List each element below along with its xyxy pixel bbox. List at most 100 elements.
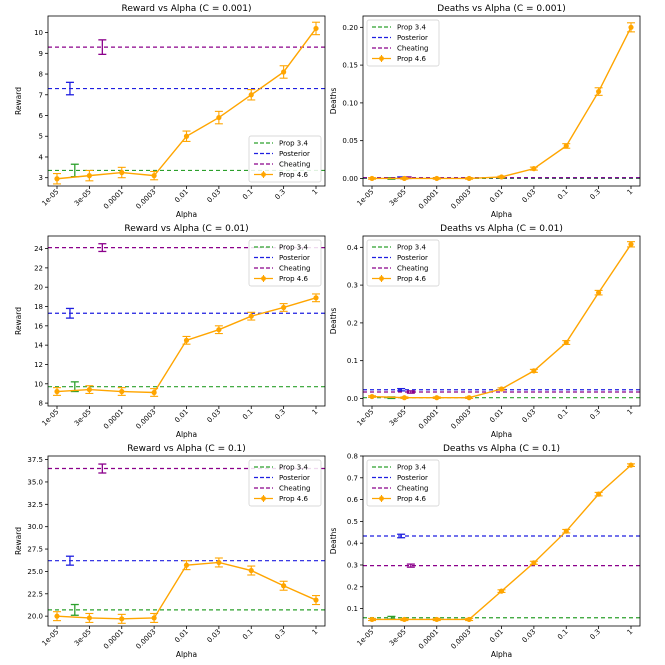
baseline-errorbar-posterior xyxy=(397,533,406,539)
legend-label: Cheating xyxy=(279,265,311,273)
chart-title: Reward vs Alpha (C = 0.1) xyxy=(127,444,246,454)
legend-label: Posterior xyxy=(397,474,428,482)
data-point xyxy=(248,313,254,319)
data-point xyxy=(86,615,92,621)
legend: Prop 3.4 Posterior Cheating Prop 4.6 xyxy=(366,239,440,287)
data-point xyxy=(369,616,375,623)
y-tick-label: 8 xyxy=(39,400,43,408)
x-tick-label: 0.1 xyxy=(556,408,570,422)
data-point xyxy=(531,368,537,374)
data-point xyxy=(313,295,319,301)
data-point xyxy=(151,173,157,179)
x-axis-label: Alpha xyxy=(176,430,197,439)
x-tick-label: 0.01 xyxy=(488,408,505,425)
legend-label: Posterior xyxy=(397,34,428,42)
data-point xyxy=(369,175,375,182)
x-tick-label: 0.1 xyxy=(241,188,255,202)
data-point xyxy=(119,388,125,395)
legend-item: Prop 4.6 xyxy=(254,171,308,179)
data-point xyxy=(54,176,60,182)
x-tick-label: 1 xyxy=(626,408,635,417)
y-tick-label: 0.4 xyxy=(347,244,359,252)
y-tick-label: 27.5 xyxy=(27,546,43,554)
x-axis-label: Alpha xyxy=(491,210,512,219)
x-tick-label: 0.03 xyxy=(206,188,223,205)
legend-label: Prop 4.6 xyxy=(279,171,308,179)
x-tick-label: 0.03 xyxy=(521,188,538,205)
legend: Prop 3.4 Posterior Cheating Prop 4.6 xyxy=(366,19,440,67)
legend-label: Prop 4.6 xyxy=(279,275,308,283)
y-tick-label: 0.2 xyxy=(347,319,358,327)
x-tick-label: 3e-05 xyxy=(388,408,408,428)
y-axis-label: Deaths xyxy=(329,528,338,555)
data-point xyxy=(86,173,92,179)
x-tick-label: 0.01 xyxy=(173,188,190,205)
data-point xyxy=(369,393,375,400)
x-tick-label: 0.03 xyxy=(521,628,538,645)
x-tick-label: 0.01 xyxy=(173,628,190,645)
legend-item: Cheating xyxy=(254,485,311,493)
y-tick-label: 0.20 xyxy=(342,24,358,32)
x-tick-label: 0.0001 xyxy=(102,188,125,211)
legend-box xyxy=(248,239,322,287)
y-tick-label: 0.5 xyxy=(347,518,358,526)
data-point xyxy=(628,462,634,468)
data-point xyxy=(216,559,222,566)
subplot-6: Deaths vs Alpha (C = 0.1) 0.1 0.2 0.3 0.4 0.5… xyxy=(329,444,641,659)
data-point xyxy=(54,613,60,619)
subplot-2: Deaths vs Alpha (C = 0.001) 0.00 0.05 0.10 0… xyxy=(329,4,641,219)
data-point xyxy=(248,567,254,574)
legend-item: Posterior xyxy=(372,34,428,42)
y-tick-label: 22 xyxy=(34,264,43,272)
data-point xyxy=(434,175,440,182)
y-tick-label: 14 xyxy=(34,342,43,350)
legend-label: Prop 3.4 xyxy=(397,24,426,32)
x-tick-label: 0.0003 xyxy=(450,408,473,431)
data-point xyxy=(596,290,602,296)
legend-label: Prop 3.4 xyxy=(397,464,426,472)
x-tick-label: 0.3 xyxy=(274,408,288,422)
x-tick-label: 0.0003 xyxy=(450,188,473,211)
legend-item: Prop 4.6 xyxy=(254,495,308,503)
legend: Prop 3.4 Posterior Cheating Prop 4.6 xyxy=(248,135,322,183)
legend-label: Prop 4.6 xyxy=(397,55,426,63)
y-tick-label: 10 xyxy=(34,29,43,37)
data-point xyxy=(531,560,537,566)
y-tick-label: 0.3 xyxy=(347,282,358,290)
data-point xyxy=(628,24,634,30)
y-tick-label: 0.8 xyxy=(347,453,358,461)
legend-label: Prop 3.4 xyxy=(279,244,308,252)
y-tick-label: 8 xyxy=(39,71,43,79)
legend-item: Posterior xyxy=(254,150,310,158)
legend-box xyxy=(366,19,440,67)
legend-item: Cheating xyxy=(372,485,429,493)
x-tick-label: 0.3 xyxy=(589,628,603,642)
x-tick-label: 0.0001 xyxy=(417,628,440,651)
x-tick-label: 3e-05 xyxy=(73,188,93,208)
y-tick-label: 6 xyxy=(39,112,44,120)
x-tick-label: 3e-05 xyxy=(73,628,93,648)
legend-item: Cheating xyxy=(254,161,311,169)
legend-label: Prop 4.6 xyxy=(397,275,426,283)
y-tick-label: 16 xyxy=(34,322,43,330)
chart-title: Deaths vs Alpha (C = 0.01) xyxy=(440,224,563,234)
x-tick-label: 0.0001 xyxy=(102,408,125,431)
legend-item: Posterior xyxy=(254,474,310,482)
legend-item: Cheating xyxy=(372,45,429,53)
x-tick-label: 0.0001 xyxy=(417,408,440,431)
baseline-errorbar-posterior xyxy=(397,387,406,392)
baseline-errorbar-prop-3.4 xyxy=(70,603,79,616)
x-tick-label: 1e-05 xyxy=(40,188,60,208)
data-point xyxy=(119,616,125,622)
legend-label: Cheating xyxy=(397,485,429,493)
data-point xyxy=(119,169,125,176)
subplot-3: Reward vs Alpha (C = 0.01) 8 10 12 14 16 18 20 2… xyxy=(14,224,326,439)
data-point xyxy=(466,175,472,182)
x-tick-label: 0.3 xyxy=(274,628,288,642)
x-tick-label: 0.1 xyxy=(556,628,570,642)
legend-item: Prop 4.6 xyxy=(372,495,426,503)
legend-item: Posterior xyxy=(372,254,428,262)
data-point xyxy=(434,395,440,401)
baseline-errorbar-cheating xyxy=(98,243,107,253)
